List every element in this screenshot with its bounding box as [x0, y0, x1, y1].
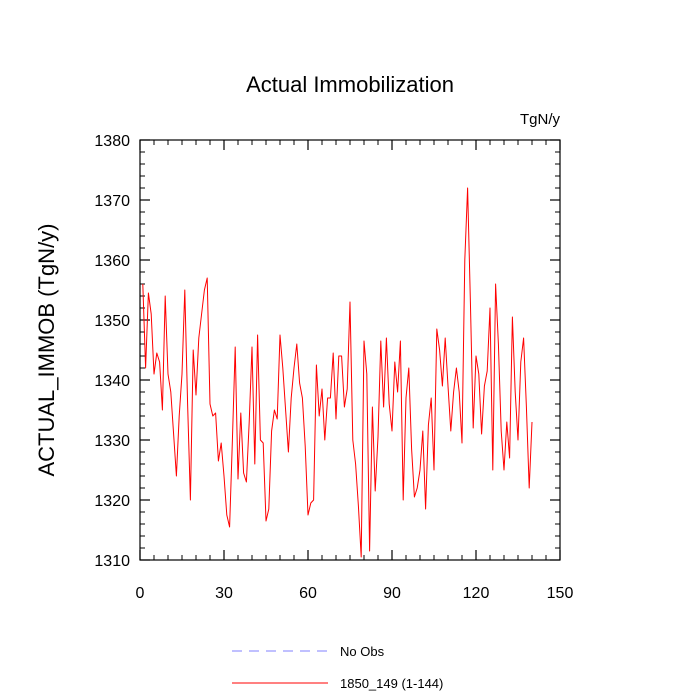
minor-ticks: [140, 140, 560, 560]
legend-label: No Obs: [340, 644, 385, 659]
y-tick-labels: 1310 1320 1330 1340 1350 1360 1370 1380: [94, 133, 130, 570]
x-tick-label: 30: [215, 585, 233, 602]
major-ticks: [139, 139, 561, 561]
y-tick-label: 1370: [94, 193, 130, 210]
y-tick-label: 1320: [94, 493, 130, 510]
series-layer: [142, 187, 533, 558]
y-tick-label: 1340: [94, 373, 130, 390]
y-tick-label: 1360: [94, 253, 130, 270]
x-tick-label: 0: [136, 585, 145, 602]
x-tick-label: 150: [547, 585, 574, 602]
y-axis-label: ACTUAL_IMMOB (TgN/y): [34, 223, 59, 476]
y-tick-label: 1380: [94, 133, 130, 150]
y-tick-label: 1330: [94, 433, 130, 450]
y-tick-label: 1310: [94, 553, 130, 570]
y-tick-label: 1350: [94, 313, 130, 330]
x-tick-label: 60: [299, 585, 317, 602]
legend: No Obs 1850_149 (1-144): [232, 644, 443, 691]
x-tick-labels: 0 30 60 90 120 150: [136, 585, 574, 602]
series-line: [142, 187, 533, 558]
x-tick-label: 120: [463, 585, 490, 602]
chart-title: Actual Immobilization: [246, 72, 454, 97]
legend-label: 1850_149 (1-144): [340, 676, 443, 691]
plot-frame: [139, 139, 561, 561]
units-label: TgN/y: [520, 111, 561, 128]
x-tick-label: 90: [383, 585, 401, 602]
